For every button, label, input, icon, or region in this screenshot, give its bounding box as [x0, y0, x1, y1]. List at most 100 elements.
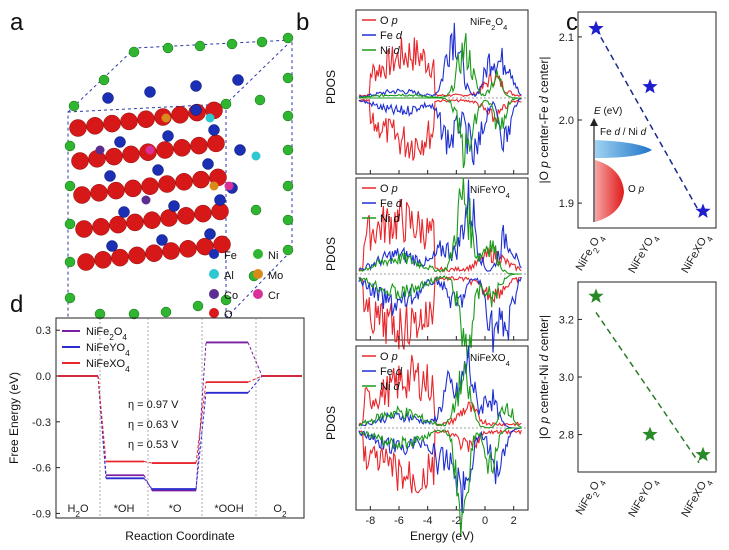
scatter-c2: 2.8 3.0 3.2 |O p center-Ni d center| NiFe2O4… — [537, 281, 717, 521]
panel-label-b: b — [296, 9, 309, 36]
panel-label-a: a — [10, 9, 24, 36]
fe-atom — [190, 104, 202, 116]
pdos-legend-label: Ni d — [380, 213, 400, 225]
oxygen-atom — [69, 119, 87, 137]
legend-al-swatch — [209, 269, 219, 279]
pdos-title: NiFe2O4 — [470, 17, 507, 32]
inset-arrowhead — [590, 118, 598, 126]
fe-frame — [55, 317, 305, 519]
fe-atom — [156, 234, 168, 246]
panel-label-d: d — [10, 291, 23, 318]
ni-atom — [98, 74, 110, 86]
oxygen-atom — [177, 207, 195, 225]
ni-atom — [282, 244, 294, 256]
fe-atom — [190, 80, 202, 92]
ni-atom — [64, 292, 76, 304]
fe-connector — [143, 478, 153, 490]
fe-series — [58, 375, 302, 490]
fe-atom — [234, 144, 246, 156]
ni-atom — [226, 38, 238, 50]
dopant-atom — [224, 181, 234, 191]
fe-atom — [232, 74, 244, 86]
fe-step-label: *OH — [114, 503, 135, 515]
center-difference-plots: 1.9 2.0 2.1 |O p center-Fe d center| NiFe2O4… — [537, 11, 717, 521]
ni-atom — [250, 204, 262, 216]
legend-cr-label: Cr — [268, 290, 280, 302]
oxygen-atom — [194, 204, 212, 223]
fe-step-label: *OOH — [214, 503, 243, 515]
oxygen-atom — [86, 117, 104, 135]
fe-connector — [143, 475, 153, 491]
scatter-ytick-label: 2.1 — [559, 32, 574, 44]
pdos-legend-label: Fe d — [380, 30, 403, 42]
fe-legend-label: NiFe2O4 — [86, 326, 127, 342]
dopant-atom — [251, 151, 261, 161]
scatter-category-label: NiFe2O4 — [574, 475, 608, 519]
pdos-ylabel: PDOS — [324, 406, 338, 440]
scatter-category-label: NiFe2O4 — [574, 231, 608, 275]
fe-connector — [97, 375, 107, 462]
scatter-point — [642, 426, 658, 441]
pdos-frame — [355, 9, 529, 175]
oxygen-atom — [128, 246, 146, 265]
fe-step-label: O2 — [273, 503, 287, 519]
pdos-tick-label: -8 — [365, 515, 375, 527]
oxygen-atom — [207, 134, 225, 153]
legend-mo-swatch — [253, 269, 263, 279]
pdos-tick-label: 2 — [511, 515, 517, 527]
fe-ytick-label: -0.9 — [32, 508, 51, 520]
pdos-title: NiFeXO4 — [470, 353, 510, 368]
pdos-ni-d-up — [358, 33, 522, 99]
scatter-category-label: NiFeXO4 — [679, 475, 714, 521]
ni-atom — [192, 300, 204, 312]
ni-atom — [64, 140, 76, 152]
ni-atom — [220, 98, 232, 110]
fe-connector — [247, 375, 263, 394]
oxygen-atom — [173, 139, 191, 157]
free-energy-diagram: 0.3 0.0 -0.3 -0.6 -0.9 Free Energy (eV) Reacti… — [7, 317, 305, 543]
legend-o-swatch — [209, 308, 219, 318]
fe-connector — [247, 375, 263, 383]
oxygen-atom — [109, 215, 127, 234]
ni-atom — [282, 144, 294, 156]
ni-atom — [282, 180, 294, 192]
scatter-c1: 1.9 2.0 2.1 |O p center-Fe d center| NiFe2O4… — [537, 11, 717, 275]
fe-atom — [118, 206, 130, 218]
fe-step-label: H2O — [67, 503, 89, 519]
ni-atom — [160, 306, 172, 318]
fe-atom — [214, 194, 226, 206]
oxygen-atom — [160, 209, 178, 227]
fe-atom — [106, 240, 118, 252]
fe-atom — [208, 124, 220, 136]
fe-ytick-label: -0.6 — [32, 463, 51, 475]
ni-atom — [282, 32, 294, 44]
pdos-fe-d-up — [358, 345, 522, 429]
pdos-title: NiFeYO4 — [470, 185, 510, 200]
inset-p-band — [595, 160, 624, 222]
pdos-ni-d-down — [358, 427, 522, 536]
scatter-point — [642, 78, 658, 94]
scatter-frame — [577, 281, 717, 473]
oxygen-atom — [126, 213, 144, 232]
oxygen-atom — [141, 177, 159, 195]
scatter-ylabel: |O p center-Fe d center| — [537, 56, 551, 183]
ni-atom — [282, 110, 294, 122]
scatter-ytick-label: 2.0 — [559, 115, 574, 127]
fe-step-label: *O — [169, 503, 182, 515]
pdos-legend-label: Fe d — [380, 198, 403, 210]
oxygen-atom — [105, 147, 123, 166]
oxygen-atom — [94, 251, 112, 269]
oxygen-atom — [156, 141, 174, 159]
oxygen-atom — [124, 179, 142, 198]
pdos-frame — [355, 177, 529, 341]
fe-connector — [195, 382, 207, 464]
pdos-tick-label: -6 — [394, 515, 404, 527]
scatter-ytick-label: 2.8 — [559, 430, 574, 442]
pdos-legend-label: Fe d — [380, 366, 403, 378]
pdos-ylabel: PDOS — [324, 237, 338, 271]
inset-d-band — [595, 140, 652, 158]
inset-upper-label: Fe d / Ni d — [600, 127, 647, 138]
ni-atom — [254, 94, 266, 106]
fe-atom — [204, 228, 216, 240]
dopant-atom — [161, 113, 171, 123]
